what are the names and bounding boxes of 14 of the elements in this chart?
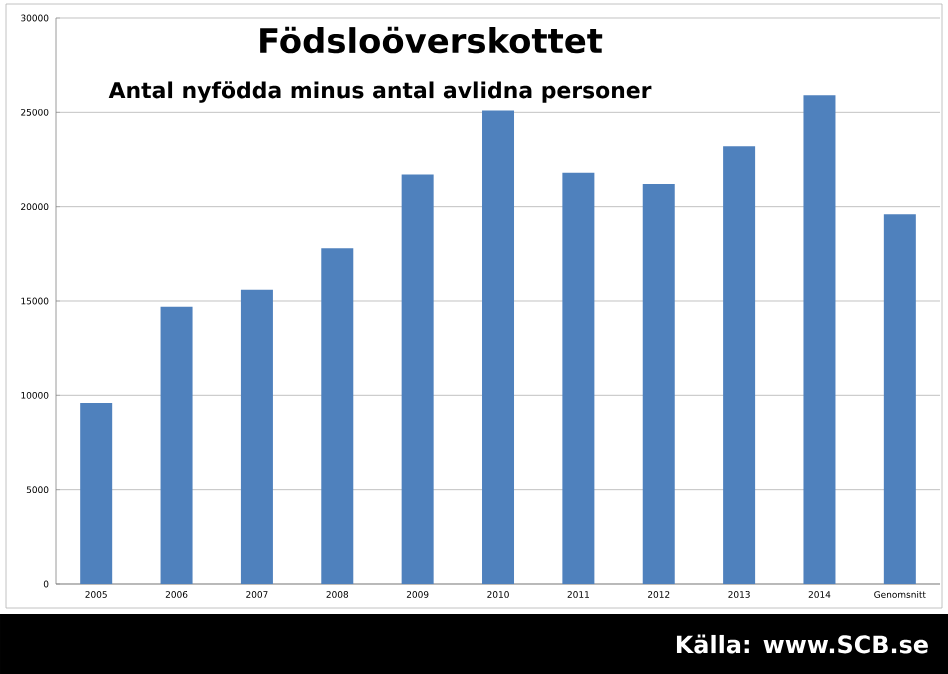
bar (883, 214, 916, 584)
chart-title: Födsloöverskottet (260, 26, 603, 54)
bar (240, 289, 273, 584)
bar (321, 248, 354, 584)
bar (723, 146, 756, 584)
bar (642, 184, 675, 584)
bar (80, 402, 113, 584)
text: Källa: www.SCB.se (676, 634, 928, 654)
bar (401, 174, 434, 584)
bar (160, 306, 193, 584)
bar (562, 172, 595, 584)
text: Antal nyfödda minus antal avlidna personer (108, 81, 652, 103)
bar (482, 110, 515, 584)
bar (803, 95, 836, 584)
